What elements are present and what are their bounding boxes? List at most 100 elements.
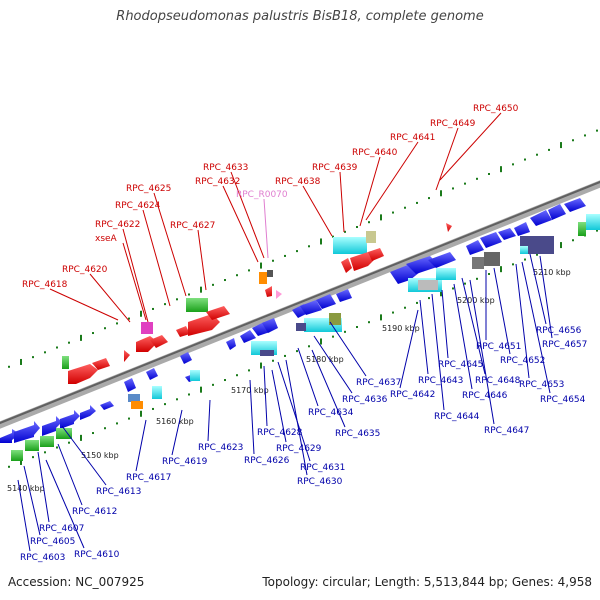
gene-arrow [146,368,158,380]
track-tick [356,326,358,329]
track-tick [8,365,10,368]
label-leader-line [521,261,551,394]
gene-arrow [92,358,110,370]
track-tick [392,311,394,314]
gene-arrow [498,228,516,240]
track-tick [224,279,226,282]
label-leader-line [45,459,85,549]
gene-label: RPC_4647 [484,426,529,436]
gene-label: RPC_4617 [126,473,171,483]
track-tick [500,266,502,273]
track-tick [68,441,70,444]
gene-label: RPC_4624 [115,201,161,211]
gene-label: RPC_4628 [257,428,303,438]
label-leader-line [515,263,530,379]
label-leader-line [17,479,31,552]
gene-arrow [100,401,114,410]
track-tick [536,253,538,256]
track-tick [212,383,214,386]
label-leader-line [461,277,486,375]
label-leader-line [277,361,311,462]
label-leader-line [435,127,459,191]
track-tick [416,301,418,304]
track-tick [464,182,466,185]
gene-labels: RPC_4618 RPC_4620 xseA RPC_4622 RPC_4624 RPC_… [20,104,587,563]
label-leader-line [365,141,419,221]
gene-block [11,450,23,461]
label-leader-line [359,156,381,227]
track-tick [188,393,190,396]
label-leader-line [61,425,107,486]
track-tick [584,134,586,137]
label-leader-line [529,253,547,325]
track-tick [44,451,46,454]
gene-label: RPC_4642 [390,390,435,400]
map-title: Rhodopseudomonas palustris BisB18, compl… [116,9,484,24]
gene-arrow [276,290,282,299]
gene-arrow [240,330,256,343]
track-tick [476,277,478,280]
track-tick [188,293,190,296]
gene-label: RPC_4610 [74,550,120,560]
track-tick [128,317,130,320]
label-leader-line [297,347,319,407]
label-leader-line [469,279,495,425]
genome-backbone [0,180,600,429]
gene-block [141,322,153,334]
gene-label: RPC_4639 [312,163,358,173]
gene-block [152,386,162,399]
label-leader-line [453,283,473,390]
gene-arrow [350,252,376,271]
label-leader-line [197,229,207,291]
track-tick [380,314,382,321]
label-leader-line [171,409,183,456]
bottom-outer-track [8,229,598,468]
gene-label: RPC_4643 [418,376,463,386]
label-leader-line [419,299,429,375]
track-tick [356,226,358,229]
track-tick [596,129,598,132]
track-tick [368,221,370,224]
track-tick [56,346,58,349]
track-tick [392,211,394,214]
label-leader-line [249,379,255,455]
track-tick [308,245,310,248]
gene-arrow [336,289,352,302]
gene-block [366,231,376,243]
gene-label: RPC_4649 [430,119,476,129]
gene-label: RPC_4641 [390,133,435,143]
track-tick [452,287,454,290]
kbp-label: 5210 kbp [533,268,571,277]
track-tick [260,262,262,269]
track-tick [332,335,334,338]
gene-label: RPC_4631 [300,463,345,473]
gene-label: RPC_4613 [96,487,141,497]
track-tick [20,358,22,365]
gene-block [186,298,208,312]
label-leader-line [57,443,83,506]
gene-label: RPC_R0070 [236,190,288,200]
label-leader-line [311,349,346,428]
gene-arrow [316,294,336,309]
gene-label: xseA [95,234,118,244]
track-tick [116,322,118,325]
track-tick [68,341,70,344]
gene-label: RPC_4644 [434,412,480,422]
track-tick [164,303,166,306]
gene-arrow [300,300,322,315]
track-tick [596,229,598,232]
gene-arrow [60,410,80,429]
gene-arrow [180,352,192,364]
label-leader-line [122,242,147,321]
track-tick [476,177,478,180]
track-tick [140,410,142,417]
gene-block [586,214,600,230]
accession-text: Accession: NC_007925 [8,575,145,589]
gene-label: RPC_4627 [170,221,215,231]
track-tick [524,158,526,161]
label-leader-line [302,185,333,237]
gene-block [333,237,367,254]
label-leader-line [431,293,445,411]
track-tick [284,354,286,357]
